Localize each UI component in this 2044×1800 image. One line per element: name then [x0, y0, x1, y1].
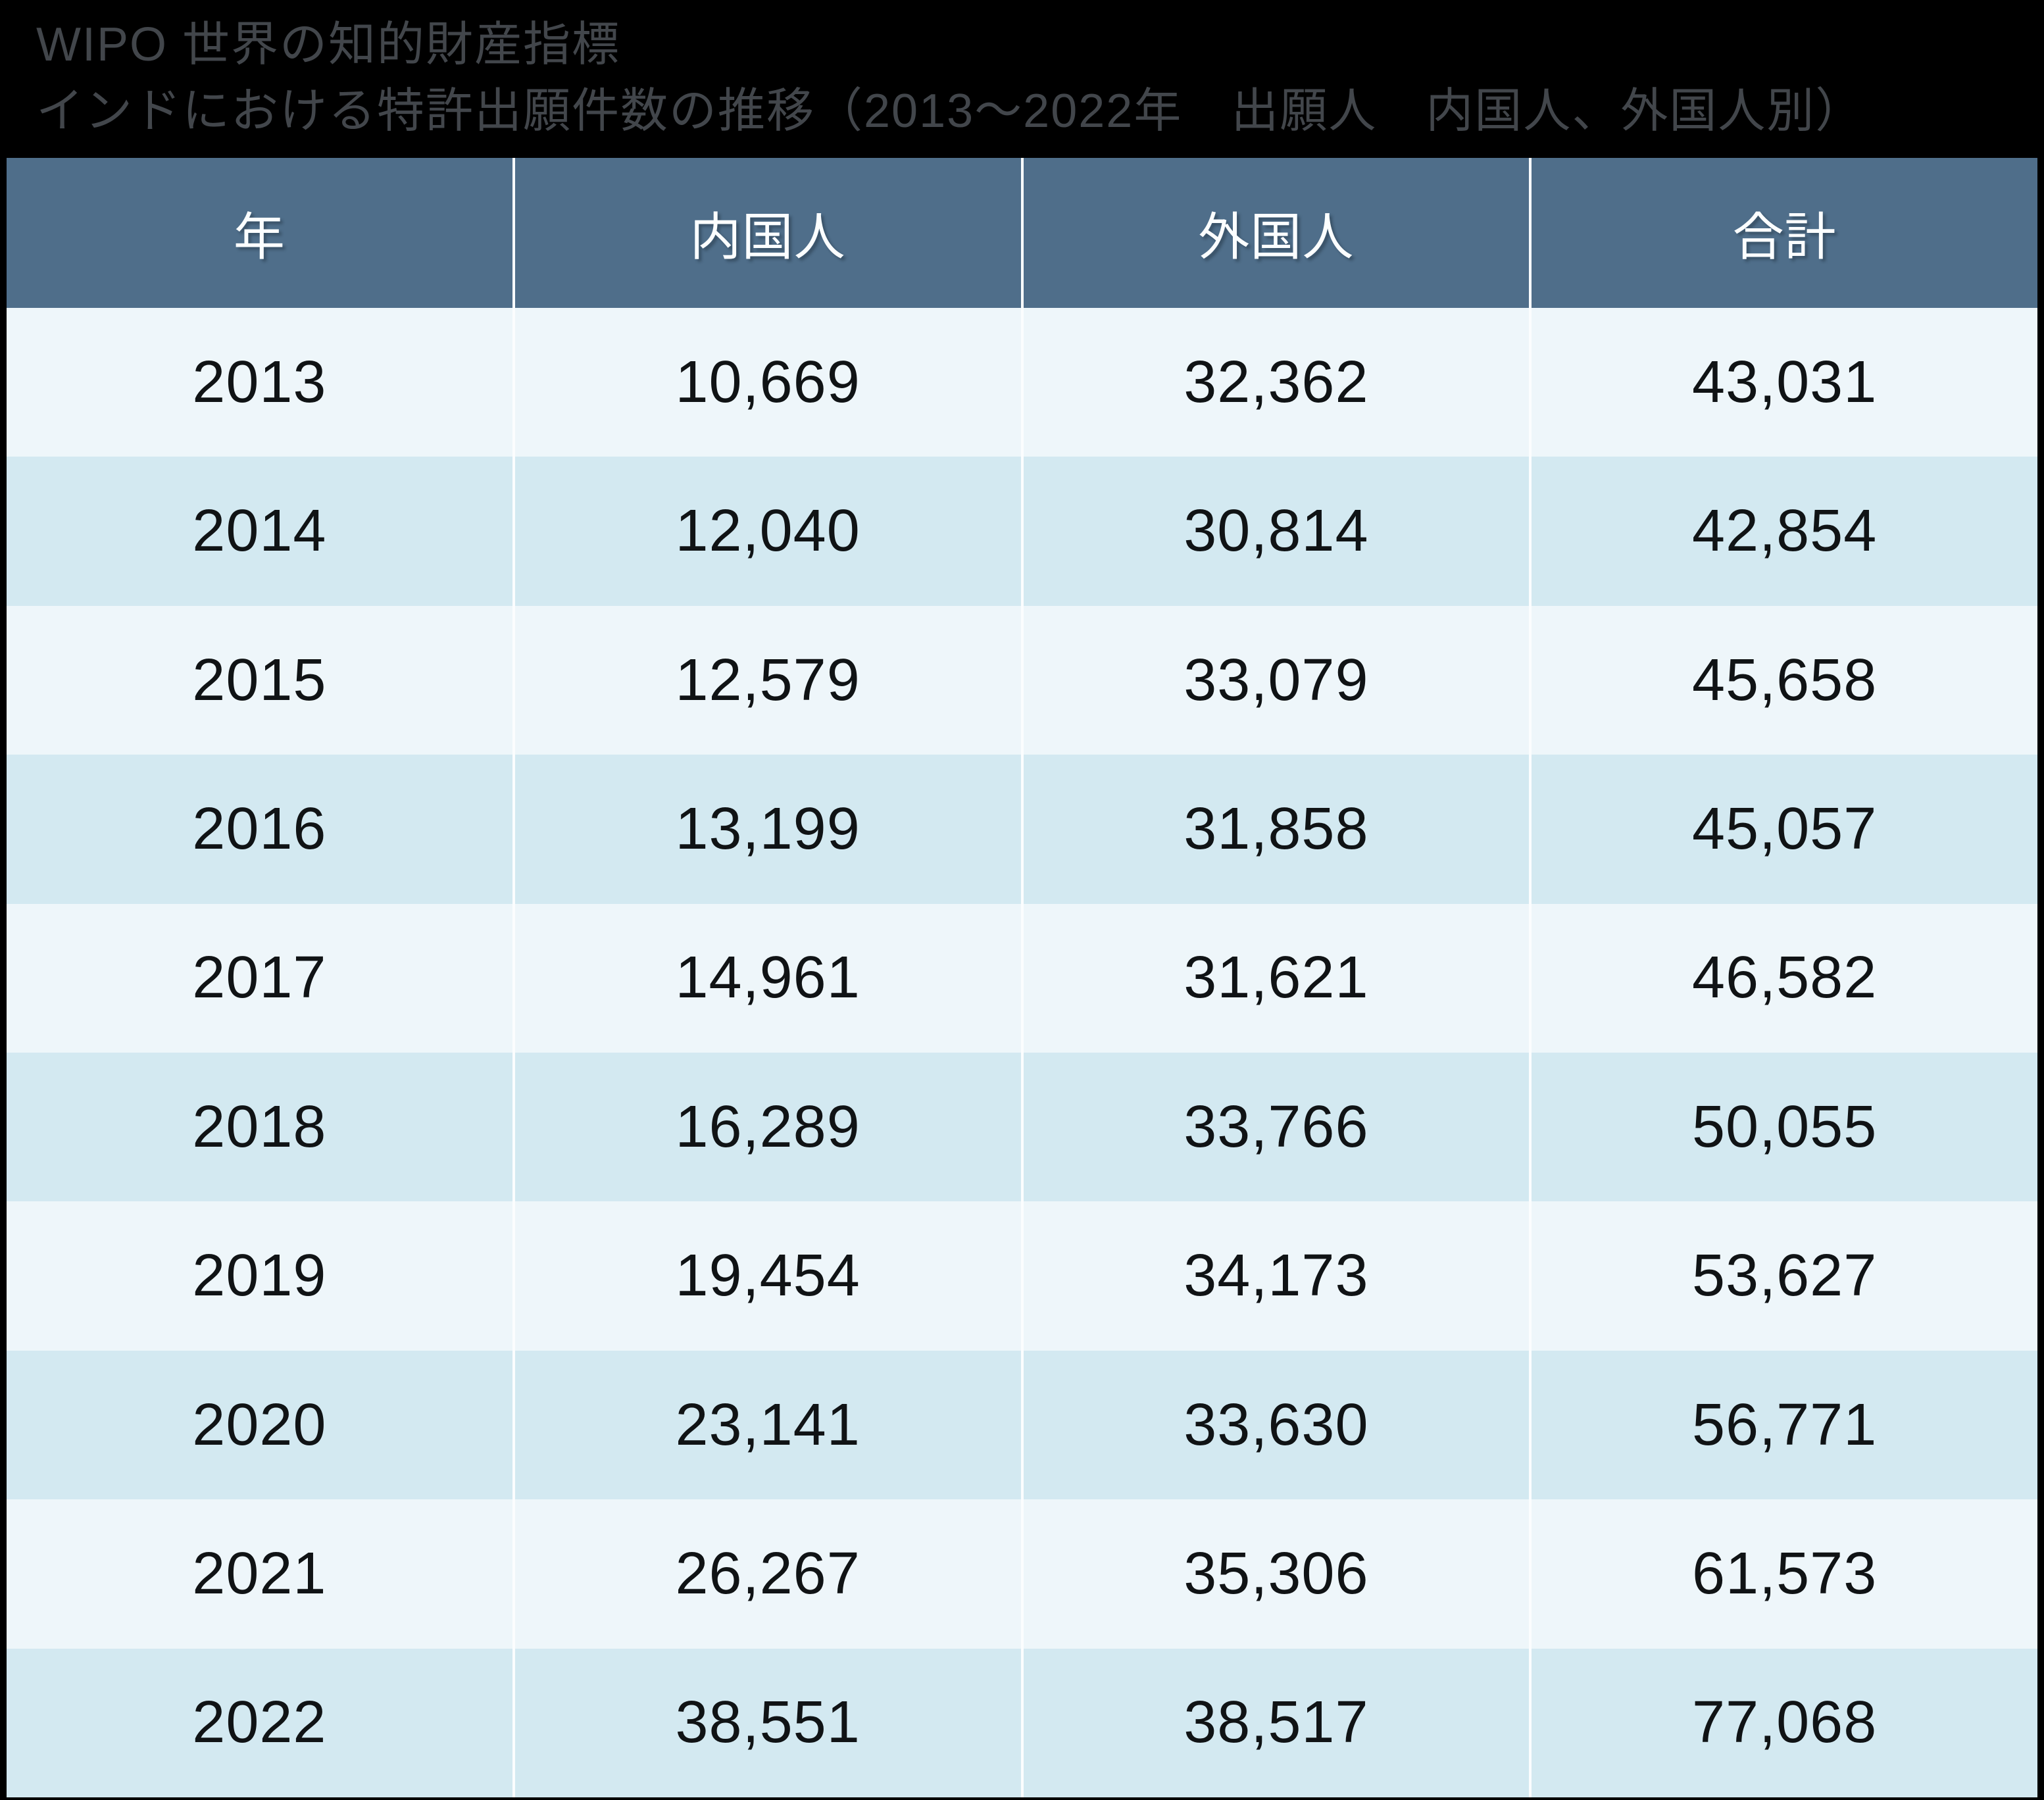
domestic-cell: 12,040 — [512, 457, 1021, 606]
domestic-cell: 23,141 — [512, 1350, 1021, 1500]
foreign-cell: 33,630 — [1020, 1350, 1530, 1500]
year-cell: 2022 — [192, 1689, 327, 1756]
total-cell: 42,854 — [1529, 457, 2037, 606]
domestic-cell: 16,289 — [512, 1053, 1021, 1202]
header-total: 合計 — [1529, 158, 2037, 308]
table-row: 2014 12,040 30,814 42,854 — [7, 457, 2037, 606]
domestic-cell: 13,199 — [512, 755, 1021, 904]
year-cell: 2019 — [192, 1243, 327, 1309]
domestic-cell: 14,961 — [512, 903, 1021, 1053]
table-row: 2021 26,267 35,306 61,573 — [7, 1499, 2037, 1649]
year-cell: 2017 — [192, 945, 327, 1011]
patent-applications-table: 年 内国人 外国人 合計 2013 10,669 32,362 43,031 2… — [7, 158, 2037, 1798]
year-cell: 2021 — [192, 1540, 327, 1607]
foreign-cell: 32,362 — [1020, 308, 1530, 457]
header-foreign: 外国人 — [1020, 158, 1530, 308]
total-cell: 45,057 — [1529, 755, 2037, 904]
table-row: 2018 16,289 33,766 50,055 — [7, 1053, 2037, 1202]
foreign-cell: 33,766 — [1020, 1053, 1530, 1202]
domestic-cell: 26,267 — [512, 1499, 1021, 1649]
foreign-cell: 31,621 — [1020, 903, 1530, 1053]
year-cell: 2013 — [192, 349, 327, 415]
header-domestic: 内国人 — [512, 158, 1021, 308]
table-row: 2022 38,551 38,517 77,068 — [7, 1648, 2037, 1798]
table-row: 2013 10,669 32,362 43,031 — [7, 308, 2037, 457]
total-cell: 46,582 — [1529, 903, 2037, 1053]
foreign-cell: 38,517 — [1020, 1648, 1530, 1798]
foreign-cell: 35,306 — [1020, 1499, 1530, 1649]
total-cell: 43,031 — [1529, 308, 2037, 457]
page-title-line2: インドにおける特許出願件数の推移（2013～2022年 出願人 内国人、外国人別… — [36, 85, 1864, 138]
year-cell: 2020 — [192, 1391, 327, 1458]
foreign-cell: 34,173 — [1020, 1201, 1530, 1351]
foreign-cell: 33,079 — [1020, 605, 1530, 755]
total-cell: 77,068 — [1529, 1648, 2037, 1798]
table-row: 2015 12,579 33,079 45,658 — [7, 605, 2037, 755]
domestic-cell: 10,669 — [512, 308, 1021, 457]
page-title: WIPO 世界の知的財産指標 インドにおける特許出願件数の推移（2013～202… — [36, 12, 2031, 145]
domestic-cell: 38,551 — [512, 1648, 1021, 1798]
year-cell: 2014 — [192, 498, 327, 564]
year-cell: 2015 — [192, 647, 327, 713]
year-cell: 2018 — [192, 1093, 327, 1160]
total-cell: 61,573 — [1529, 1499, 2037, 1649]
year-cell: 2016 — [192, 795, 327, 862]
table-header-row: 年 内国人 外国人 合計 — [7, 158, 2037, 308]
page-title-line1: WIPO 世界の知的財産指標 — [36, 18, 620, 71]
total-cell: 50,055 — [1529, 1053, 2037, 1202]
table-row: 2016 13,199 31,858 45,057 — [7, 755, 2037, 904]
table-body: 2013 10,669 32,362 43,031 2014 12,040 30… — [7, 308, 2037, 1798]
total-cell: 45,658 — [1529, 605, 2037, 755]
table-row: 2019 19,454 34,173 53,627 — [7, 1201, 2037, 1351]
domestic-cell: 19,454 — [512, 1201, 1021, 1351]
table-row: 2020 23,141 33,630 56,771 — [7, 1350, 2037, 1500]
domestic-cell: 12,579 — [512, 605, 1021, 755]
table-row: 2017 14,961 31,621 46,582 — [7, 903, 2037, 1053]
foreign-cell: 30,814 — [1020, 457, 1530, 606]
total-cell: 53,627 — [1529, 1201, 2037, 1351]
header-year: 年 — [233, 208, 286, 266]
total-cell: 56,771 — [1529, 1350, 2037, 1500]
foreign-cell: 31,858 — [1020, 755, 1530, 904]
